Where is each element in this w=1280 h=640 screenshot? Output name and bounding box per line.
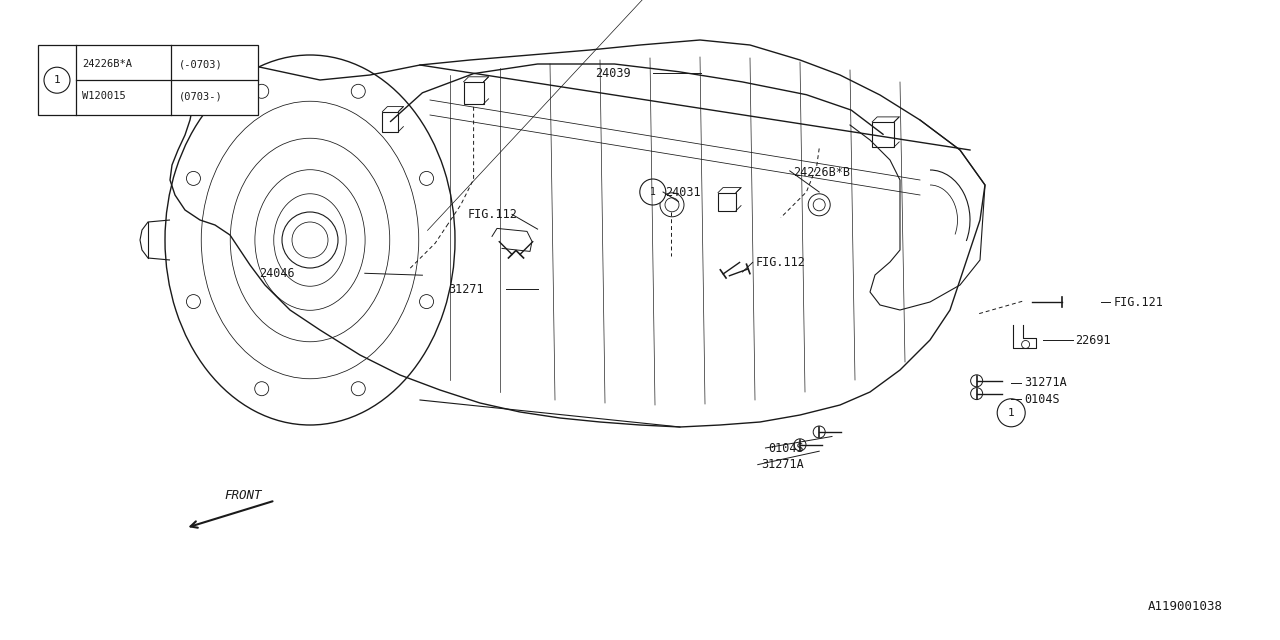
Text: 22691: 22691: [1075, 334, 1111, 347]
Text: 24226B*A: 24226B*A: [82, 59, 132, 69]
Bar: [872, 122, 895, 147]
Text: 24046: 24046: [259, 267, 294, 280]
Circle shape: [813, 426, 826, 438]
Circle shape: [420, 172, 434, 186]
Text: 1: 1: [54, 76, 60, 85]
Circle shape: [997, 399, 1025, 427]
Text: 24039: 24039: [595, 67, 631, 80]
Text: 31271: 31271: [448, 283, 484, 296]
Circle shape: [282, 212, 338, 268]
Text: 24031: 24031: [666, 186, 701, 198]
Text: FIG.112: FIG.112: [467, 208, 517, 221]
Bar: [38, 45, 259, 115]
Circle shape: [970, 388, 983, 399]
Circle shape: [44, 67, 70, 93]
Text: 1: 1: [1007, 408, 1015, 418]
Circle shape: [255, 381, 269, 396]
Circle shape: [187, 172, 201, 186]
Text: FRONT: FRONT: [224, 490, 261, 502]
Circle shape: [351, 381, 365, 396]
Text: 31271A: 31271A: [762, 458, 804, 471]
Circle shape: [808, 194, 831, 216]
Text: 1: 1: [650, 187, 655, 197]
Text: 0104S: 0104S: [1024, 393, 1060, 406]
Text: (-0703): (-0703): [179, 59, 223, 69]
Text: W120015: W120015: [82, 92, 125, 101]
Text: FIG.112: FIG.112: [755, 256, 805, 269]
Bar: [463, 82, 484, 104]
Text: 31271A: 31271A: [1024, 376, 1066, 389]
Circle shape: [660, 193, 684, 217]
Circle shape: [970, 375, 983, 387]
Circle shape: [420, 294, 434, 308]
Bar: [718, 193, 736, 211]
Circle shape: [292, 222, 328, 258]
Circle shape: [794, 439, 806, 451]
Text: 0104S: 0104S: [768, 442, 804, 454]
Text: (0703-): (0703-): [179, 92, 223, 101]
Circle shape: [813, 199, 826, 211]
Bar: [383, 111, 398, 132]
Circle shape: [187, 294, 201, 308]
Circle shape: [640, 179, 666, 205]
Circle shape: [255, 84, 269, 99]
Circle shape: [666, 198, 678, 212]
Circle shape: [1021, 340, 1029, 348]
Text: 24226B*B: 24226B*B: [794, 166, 851, 179]
Text: A119001038: A119001038: [1147, 600, 1222, 613]
Circle shape: [351, 84, 365, 99]
Text: FIG.121: FIG.121: [1114, 296, 1164, 308]
